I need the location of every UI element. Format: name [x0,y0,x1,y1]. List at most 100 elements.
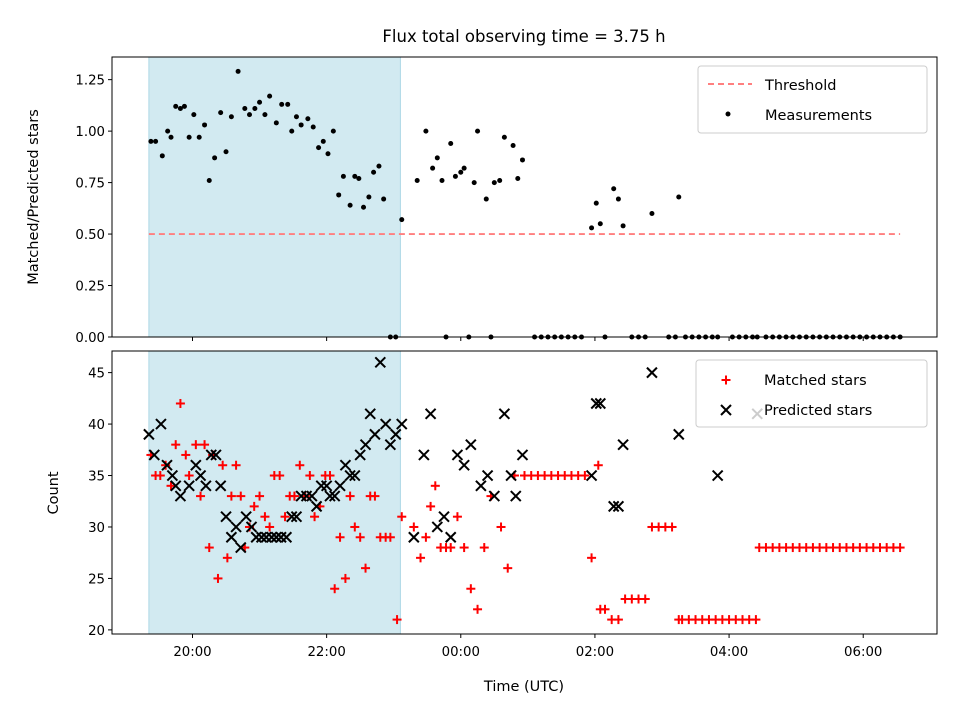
matched-point [226,491,236,501]
top-y-axis-label: Matched/Predicted stars [26,109,42,285]
top-panel: Matched/Predicted stars [26,56,901,338]
bottom-panel: Count Time (UTC) [46,350,564,695]
matched-point [310,512,320,522]
predicted-point [451,449,464,461]
predicted-point [170,480,182,492]
predicted-point [143,428,155,441]
matched-point [181,450,191,460]
matched-point [213,573,223,583]
predicted-point [374,356,386,369]
measurement-point [483,196,489,202]
threshold-legend-label: Threshold [764,78,836,94]
predicted-point [240,510,252,523]
predicted-point [205,449,217,461]
measurement-point [376,163,382,169]
predicted-point [458,459,470,471]
predicted-point [359,438,372,451]
matched-point [166,481,176,491]
x-tick-label: 20:00 [173,645,211,660]
measurement-point [262,112,268,118]
matched-point [330,584,340,594]
measurement-point [676,194,682,200]
predicted-point [174,490,187,502]
chart-title: Flux total observing time = 3.75 h [382,27,665,46]
matched-point [325,471,335,481]
matched-point [218,460,228,470]
measurement-point [165,128,171,134]
measurement-point [381,196,387,202]
predicted-point [617,438,629,451]
bottom-shaded-span [148,350,401,635]
bottom-y-tick-label: 30 [88,521,105,536]
matched-point [593,460,603,470]
matched-point [479,543,489,553]
measurement-point [285,101,291,107]
x-tick-label: 02:00 [576,645,614,660]
matched-legend-plus [721,375,731,385]
predicted-point [339,459,352,471]
measurement-point [289,128,295,134]
measurement-point [330,128,336,134]
measurement-point [356,175,362,181]
measurement-point [218,110,224,116]
predicted-point [214,480,227,492]
predicted-point [245,521,258,533]
matched-point [175,398,185,408]
predicted-point [190,459,202,471]
bottom-y-tick-label: 35 [88,470,105,485]
predicted-point [290,510,303,523]
measurement-point [471,180,477,186]
predicted-point [148,449,160,461]
predicted-point [390,428,402,441]
measurement-point [186,134,192,140]
measurement-point [597,221,603,227]
matched-point [361,563,371,573]
predicted-point [608,500,620,513]
matched-point [409,522,419,532]
predicted-point [396,418,408,430]
measurement-point [298,122,304,128]
matched-legend-label: Matched stars [764,373,867,389]
measurement-point [223,149,229,155]
predicted-point [481,469,494,482]
measurements-legend-marker [725,111,731,117]
predicted-point [424,408,437,420]
matched-point [385,532,395,542]
matched-point [280,512,290,522]
bottom-legend: Matched stars Predicted stars [695,359,928,428]
predicted-point [306,490,318,502]
measurement-point [228,114,234,120]
measurement-point [336,192,342,198]
bottom-y-axis-label: Count [46,471,62,514]
top-legend-box [697,65,928,134]
measurement-point [458,169,464,175]
measurement-point [423,128,429,134]
matched-point [466,584,476,594]
predicted-point [431,521,444,533]
predicted-point [161,459,173,471]
measurement-point [206,178,212,184]
matched-point [265,522,275,532]
measurement-point [448,140,454,146]
bottom-plot-frame [111,350,938,635]
predicted-point [585,469,598,482]
x-tick-label: 00:00 [442,645,480,660]
measurement-point [293,114,299,120]
predicted-point [408,531,420,543]
measurement-point [325,151,331,157]
matched-point [191,440,201,450]
top-y-tick-label: 1.25 [75,74,105,89]
predicted-point [220,510,232,523]
matched-point [231,460,241,470]
top-y-tick-label: 0.50 [75,228,105,243]
matched-point [289,491,299,501]
predicted-point [590,397,602,410]
measurement-point [491,180,497,186]
top-y-tick-label: 0.00 [75,331,105,346]
measurement-point [177,105,183,111]
measurement-point [310,124,316,130]
predicted-point [516,449,529,461]
measurement-point [361,204,367,210]
matched-point [426,501,436,511]
